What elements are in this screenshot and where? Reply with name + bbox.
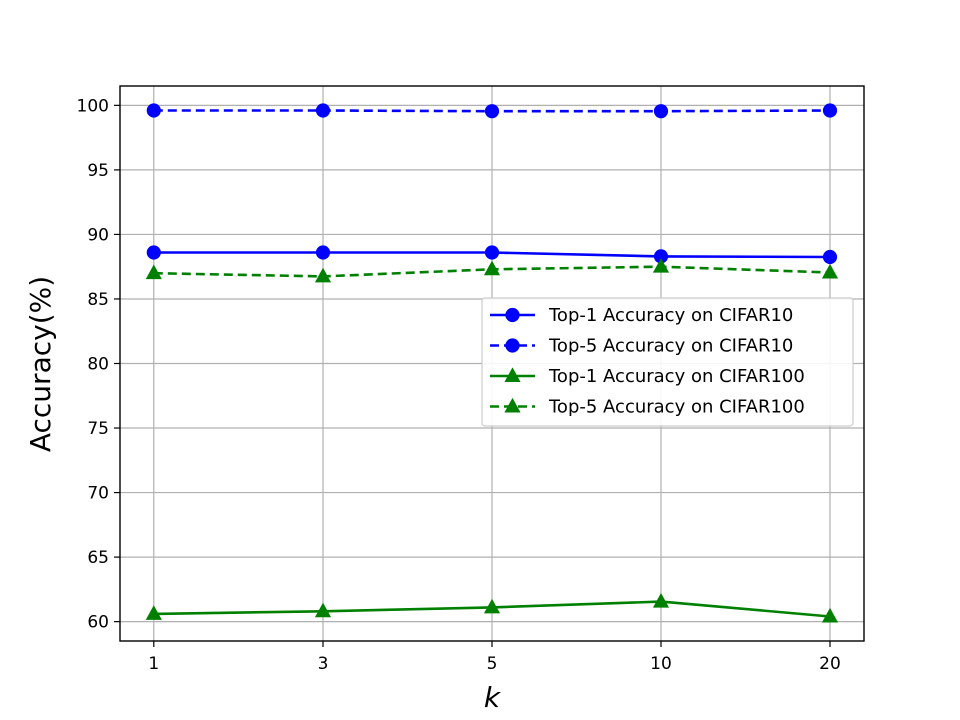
data-point-marker <box>484 104 500 119</box>
data-point-marker <box>821 607 839 623</box>
x-tick-label: 10 <box>650 654 672 674</box>
y-tick-label: 80 <box>87 355 109 375</box>
x-tick-label: 1 <box>148 654 159 674</box>
data-point-marker <box>652 592 670 608</box>
y-tick-label: 90 <box>87 225 109 245</box>
data-point-marker <box>145 264 162 280</box>
y-tick-label: 65 <box>87 548 109 568</box>
legend-entry-label: Top-1 Accuracy on CIFAR100 <box>548 366 805 387</box>
legend-marker <box>505 307 520 323</box>
data-point-marker <box>822 249 838 265</box>
legend-marker <box>504 397 521 413</box>
data-point-marker <box>315 245 331 260</box>
data-point-marker <box>314 267 332 283</box>
y-tick-label: 75 <box>87 419 109 439</box>
y-tick-label: 95 <box>87 161 109 181</box>
legend-entry-label: Top-1 Accuracy on CIFAR10 <box>548 305 793 326</box>
legend-frame <box>481 297 854 427</box>
y-tick-label: 85 <box>87 290 109 310</box>
data-point-marker <box>821 263 839 279</box>
data-point-marker <box>146 103 161 118</box>
y-axis-title: Accuracy(%) <box>24 276 57 452</box>
x-tick-label: 5 <box>487 654 498 674</box>
legend-marker <box>504 367 521 382</box>
y-tick-label: 100 <box>77 96 109 116</box>
data-point-marker <box>483 260 501 276</box>
data-point-marker <box>653 104 669 119</box>
series-layer <box>145 103 839 623</box>
data-point-marker <box>652 258 670 273</box>
data-point-marker <box>484 245 500 260</box>
x-axis-title: k <box>484 681 502 714</box>
data-point-marker <box>822 103 838 118</box>
legend-entry-label: Top-5 Accuracy on CIFAR100 <box>548 397 805 418</box>
data-point-marker <box>146 245 161 260</box>
x-tick-label: 3 <box>318 654 329 674</box>
data-point-marker <box>145 605 162 620</box>
legend-marker <box>505 338 520 353</box>
tick-layer: 1 3 5 10 20 60 65 70 75 80 85 90 95 100 <box>77 96 841 674</box>
data-point-marker <box>314 602 332 618</box>
data-point-marker <box>483 598 501 614</box>
data-point-marker <box>315 103 331 118</box>
legend-entry-label: Top-5 Accuracy on CIFAR10 <box>548 336 793 357</box>
legend: Top-1 Accuracy on CIFAR10 Top-5 Accuracy … <box>481 297 854 427</box>
y-tick-label: 70 <box>87 484 109 504</box>
x-tick-label: 20 <box>819 654 841 674</box>
y-tick-label: 60 <box>87 613 109 633</box>
